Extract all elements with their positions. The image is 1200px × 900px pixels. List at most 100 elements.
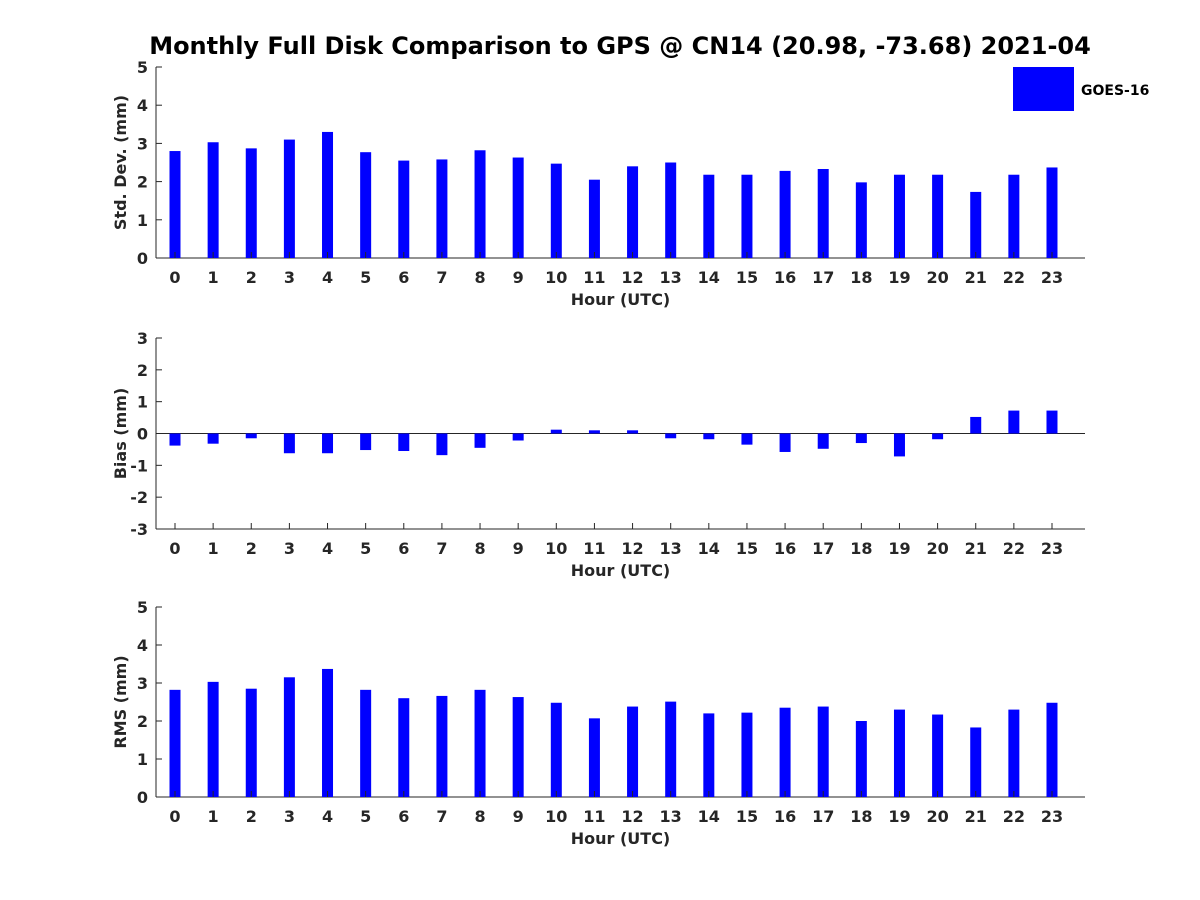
std-bar-hour-3: [283, 139, 295, 258]
std-x-tick-label: 9: [513, 268, 524, 287]
std-x-tick-label: 4: [322, 268, 333, 287]
rms-x-axis-label: Hour (UTC): [571, 829, 671, 848]
rms-y-tick-label: 3: [137, 674, 148, 693]
std-bar-hour-17: [817, 168, 829, 258]
rms-x-tick-label: 2: [246, 807, 257, 826]
std-bar-hour-9: [512, 157, 524, 258]
bias-bar-hour-15: [741, 433, 753, 445]
rms-x-tick-label: 4: [322, 807, 333, 826]
bias-bar-hour-11: [588, 430, 600, 434]
rms-x-tick-label: 15: [736, 807, 758, 826]
std-bar-hour-18: [855, 182, 867, 258]
rms-x-tick-label: 18: [850, 807, 872, 826]
bias-x-tick-label: 22: [1003, 539, 1025, 558]
std-x-tick-label: 16: [774, 268, 796, 287]
std-x-tick-label: 18: [850, 268, 872, 287]
std-bar-hour-8: [474, 150, 486, 258]
rms-bar-hour-6: [398, 698, 410, 797]
bias-x-tick-label: 9: [513, 539, 524, 558]
bias-x-tick-label: 15: [736, 539, 758, 558]
std-x-tick-label: 15: [736, 268, 758, 287]
std-x-tick-label: 19: [888, 268, 910, 287]
rms-x-tick-label: 8: [474, 807, 485, 826]
std-bar-hour-16: [779, 170, 791, 258]
bias-bar-hour-0: [169, 433, 181, 446]
std-x-tick-label: 21: [965, 268, 987, 287]
std-x-tick-label: 12: [621, 268, 643, 287]
std-bar-hour-22: [1008, 174, 1020, 258]
bias-x-tick-label: 20: [926, 539, 948, 558]
rms-y-tick-label: 5: [137, 598, 148, 617]
rms-bar-hour-17: [817, 706, 829, 797]
std-bar-hour-19: [893, 174, 905, 258]
rms-bar-hour-1: [207, 681, 219, 797]
rms-x-tick-label: 1: [208, 807, 219, 826]
bias-bar-hour-4: [322, 433, 334, 454]
rms-x-tick-label: 22: [1003, 807, 1025, 826]
rms-bar-hour-8: [474, 689, 486, 797]
rms-x-tick-label: 6: [398, 807, 409, 826]
std-bar-hour-14: [703, 174, 715, 258]
bias-x-axis-label: Hour (UTC): [571, 561, 671, 580]
rms-bar-hour-4: [322, 668, 334, 797]
rms-bar-hour-20: [932, 714, 944, 797]
bias-x-tick-label: 3: [284, 539, 295, 558]
rms-x-tick-label: 17: [812, 807, 834, 826]
std-x-tick-label: 14: [698, 268, 720, 287]
rms-x-tick-label: 23: [1041, 807, 1063, 826]
bias-bar-hour-13: [665, 433, 677, 439]
std-bar-hour-13: [665, 162, 677, 258]
chart-title: Monthly Full Disk Comparison to GPS @ CN…: [149, 32, 1091, 60]
rms-bar-hour-23: [1046, 702, 1058, 797]
std-x-tick-label: 2: [246, 268, 257, 287]
bias-bar-hour-1: [207, 433, 219, 444]
bias-x-tick-label: 18: [850, 539, 872, 558]
rms-bar-hour-18: [855, 721, 867, 797]
std-x-tick-label: 23: [1041, 268, 1063, 287]
std-x-tick-label: 13: [660, 268, 682, 287]
bias-x-tick-label: 5: [360, 539, 371, 558]
std-y-tick-label: 3: [137, 134, 148, 153]
std-bar-hour-5: [360, 152, 372, 258]
bias-x-tick-label: 11: [583, 539, 605, 558]
std-bar-hour-21: [970, 191, 982, 258]
std-x-tick-label: 10: [545, 268, 567, 287]
std-bar-hour-4: [322, 131, 334, 258]
rms-x-tick-label: 20: [926, 807, 948, 826]
rms-bar-hour-9: [512, 697, 524, 797]
bias-x-tick-label: 19: [888, 539, 910, 558]
rms-x-tick-label: 21: [965, 807, 987, 826]
rms-bar-hour-12: [627, 706, 639, 797]
std-y-tick-label: 0: [137, 249, 148, 268]
bias-bar-hour-19: [893, 433, 905, 457]
bias-x-tick-label: 1: [208, 539, 219, 558]
bias-bar-hour-23: [1046, 410, 1058, 434]
rms-x-tick-label: 12: [621, 807, 643, 826]
std-bar-hour-20: [932, 174, 944, 258]
bias-bar-hour-12: [627, 430, 639, 434]
std-bar-hour-2: [245, 148, 257, 258]
bias-x-tick-label: 10: [545, 539, 567, 558]
rms-x-tick-label: 19: [888, 807, 910, 826]
bias-bar-hour-2: [245, 433, 257, 439]
std-x-tick-label: 5: [360, 268, 371, 287]
rms-y-tick-label: 2: [137, 712, 148, 731]
bias-y-tick-label: -2: [130, 488, 148, 507]
bias-x-tick-label: 4: [322, 539, 333, 558]
rms-x-tick-label: 3: [284, 807, 295, 826]
rms-y-tick-label: 4: [137, 636, 148, 655]
bias-y-tick-label: -1: [130, 456, 148, 475]
std-x-tick-label: 7: [436, 268, 447, 287]
bias-x-tick-label: 2: [246, 539, 257, 558]
rms-x-tick-label: 7: [436, 807, 447, 826]
std-x-tick-label: 1: [208, 268, 219, 287]
std-y-tick-label: 2: [137, 173, 148, 192]
rms-x-tick-label: 10: [545, 807, 567, 826]
std-bar-hour-1: [207, 142, 219, 258]
rms-bar-hour-13: [665, 701, 677, 797]
bias-bar-hour-22: [1008, 410, 1020, 434]
bias-bar-hour-16: [779, 433, 791, 452]
bias-y-tick-label: 0: [137, 425, 148, 444]
std-y-axis-label: Std. Dev. (mm): [111, 95, 130, 230]
